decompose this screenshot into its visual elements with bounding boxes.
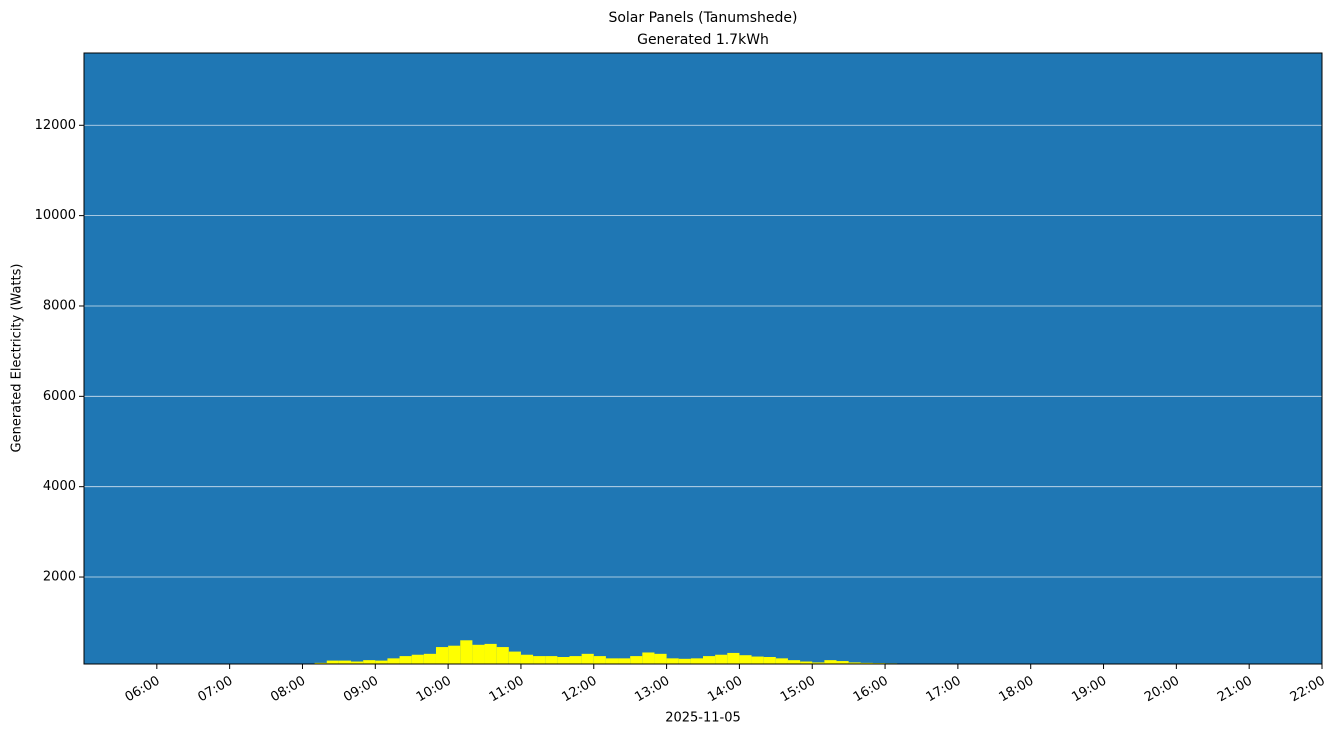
bar [666,658,679,664]
x-tick-label: 09:00 [341,674,381,706]
x-tick-label: 19:00 [1069,674,1109,706]
x-tick-label: 17:00 [924,674,964,706]
bar [860,662,873,664]
bar [545,656,558,664]
bar [739,655,752,664]
bar [557,656,570,664]
x-tick-label: 10:00 [414,674,454,706]
x-tick-label: 18:00 [997,674,1037,706]
plot-area [84,53,1322,664]
bar [690,658,703,664]
chart-subtitle: Generated 1.7kWh [637,32,769,48]
bar [435,647,449,664]
bar [800,661,813,664]
x-tick-label: 12:00 [560,674,600,706]
bar [399,656,412,664]
x-tick-label: 11:00 [487,674,527,706]
bar [351,661,364,664]
bar [533,656,546,664]
bar [520,654,534,664]
bar [387,658,400,664]
bar [375,660,388,664]
y-tick-label: 6000 [43,389,76,404]
x-tick-label: 08:00 [268,674,308,706]
bar [715,654,728,664]
bar [314,662,327,664]
bar [630,656,643,664]
bar [484,643,497,664]
x-tick-label: 07:00 [195,674,235,706]
x-tick-label: 16:00 [851,674,891,706]
bar [605,658,619,664]
bar [448,645,461,664]
bar [642,652,655,664]
y-tick-label: 2000 [43,570,76,585]
bar [787,660,801,664]
x-tick-label: 20:00 [1142,674,1182,706]
bar [678,658,691,664]
x-axis-label: 2025-11-05 [665,711,741,726]
bar [423,653,436,664]
bar [824,660,837,664]
bar [763,656,776,664]
bar [569,656,582,664]
x-tick-label: 06:00 [123,674,163,706]
chart-title: Solar Panels (Tanumshede) [608,10,797,26]
bar [836,661,849,664]
x-tick-label: 15:00 [778,674,818,706]
x-tick-label: 14:00 [705,674,745,706]
x-tick-label: 22:00 [1288,674,1328,706]
bar [593,656,606,664]
bar [618,658,631,664]
bar [775,658,788,664]
bar [703,656,716,664]
bar [581,653,594,664]
bar [654,653,667,664]
bar [751,656,764,664]
bar [326,660,339,664]
plot-frame [83,52,1323,665]
y-tick-label: 4000 [43,479,76,494]
bar [460,640,473,664]
y-tick-label: 8000 [43,298,76,313]
bar [411,654,424,664]
y-tick-label: 12000 [35,118,76,133]
bar [338,660,352,664]
bar [727,652,740,664]
x-tick-label: 21:00 [1215,674,1255,706]
bar [848,662,861,664]
y-tick-label: 10000 [35,208,76,223]
bar [496,647,509,664]
bar [363,660,376,664]
y-axis-label: Generated Electricity (Watts) [10,264,25,453]
x-tick-label: 13:00 [632,674,672,706]
bar [812,662,825,664]
bar [508,651,521,664]
bar [472,644,485,664]
